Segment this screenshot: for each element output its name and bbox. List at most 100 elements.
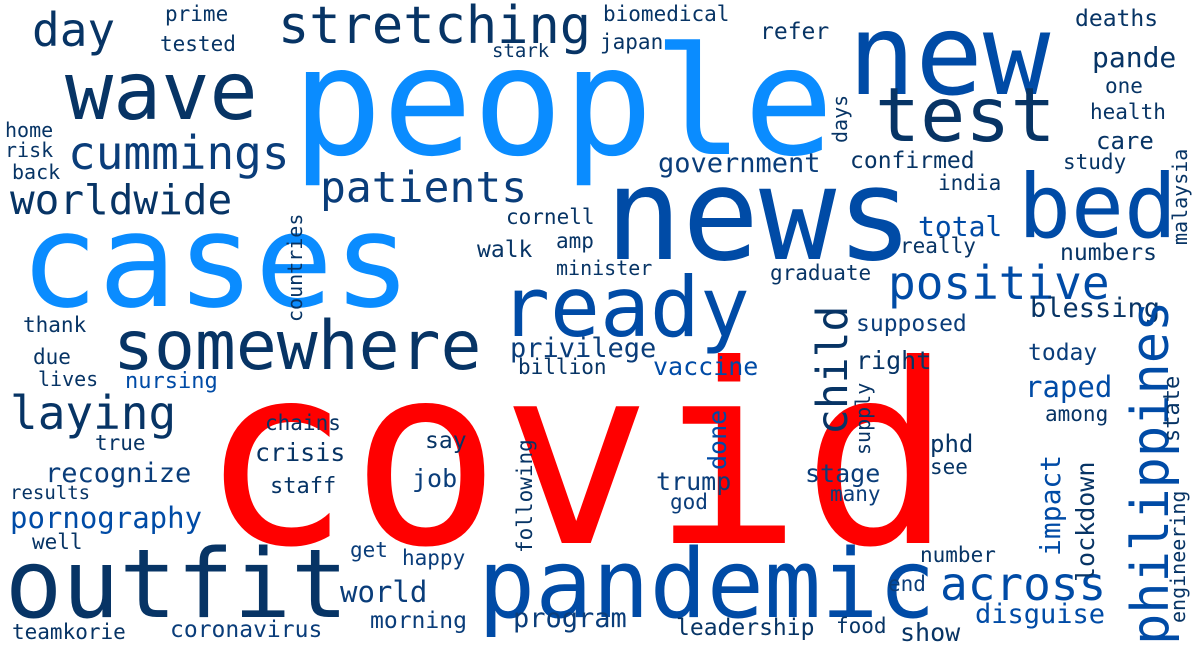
word-teamkorie: teamkorie — [12, 620, 126, 644]
word-results: results — [10, 482, 91, 504]
word-supposed: supposed — [856, 311, 967, 337]
word-people: people — [292, 16, 834, 190]
word-well: well — [32, 530, 83, 554]
word-stark: stark — [492, 40, 550, 62]
word-raped: raped — [1025, 370, 1113, 404]
word-job: job — [412, 464, 458, 493]
word-world: world — [340, 575, 428, 609]
word-confirmed: confirmed — [850, 148, 975, 174]
word-test: test — [875, 71, 1056, 159]
word-trump: trump — [656, 467, 732, 496]
word-disguise: disguise — [975, 599, 1106, 630]
word-billion: billion — [518, 355, 607, 379]
word-positive: positive — [888, 256, 1110, 310]
word-morning: morning — [370, 608, 467, 634]
word-news: news — [605, 141, 914, 290]
word-supply: supply — [851, 382, 875, 455]
word-new: new — [848, 0, 1051, 121]
word-engineering: engineering — [1166, 490, 1190, 623]
word-day: day — [32, 3, 116, 57]
word-happy: happy — [402, 546, 466, 570]
word-laying: laying — [10, 386, 177, 440]
word-cases: cases — [20, 185, 412, 337]
word-among: among — [1045, 402, 1109, 426]
word-days: days — [828, 94, 852, 143]
word-government: government — [658, 148, 821, 179]
word-really: really — [900, 234, 976, 258]
word-lives: lives — [38, 367, 99, 391]
word-pandemic: pandemic — [478, 530, 936, 640]
word-vaccine: vaccine — [653, 352, 759, 381]
word-state: state — [1160, 375, 1185, 442]
word-chains: chains — [265, 411, 341, 435]
word-amp: amp — [556, 229, 594, 253]
word-care: care — [1096, 127, 1154, 155]
word-biomedical: biomedical — [603, 2, 730, 26]
word-ready: ready — [500, 259, 750, 356]
word-across: across — [940, 557, 1107, 611]
word-thank: thank — [23, 313, 87, 337]
word-blessing: blessing — [1030, 293, 1161, 324]
word-malaysia: malaysia — [1168, 148, 1192, 245]
word-right: right — [856, 346, 932, 375]
word-cornell: cornell — [506, 205, 595, 229]
word-say: say — [425, 428, 467, 454]
word-total: total — [918, 210, 1003, 243]
word-pande: pande — [1092, 41, 1177, 74]
word-health: health — [1090, 100, 1166, 124]
word-home: home — [5, 118, 54, 142]
word-outfit: outfit — [5, 530, 349, 640]
word-program: program — [513, 603, 627, 634]
word-show: show — [900, 618, 961, 647]
word-true: true — [95, 431, 146, 455]
word-privilege: privilege — [510, 333, 657, 364]
word-crisis: crisis — [255, 438, 346, 467]
word-worldwide: worldwide — [10, 176, 233, 224]
word-wave: wave — [65, 45, 258, 138]
word-pornography: pornography — [10, 501, 203, 535]
word-india: india — [938, 171, 1002, 195]
word-many: many — [830, 482, 881, 506]
word-numbers: numbers — [1060, 240, 1157, 266]
word-god: god — [670, 490, 708, 514]
word-due: due — [33, 345, 71, 369]
word-stretching: stretching — [278, 0, 592, 56]
word-staff: staff — [270, 474, 337, 499]
word-tested: tested — [160, 32, 236, 56]
word-recognize: recognize — [45, 458, 192, 489]
word-child: child — [808, 305, 858, 435]
word-phd: phd — [930, 430, 974, 458]
word-covid: covid — [200, 311, 953, 602]
word-bed: bed — [1018, 155, 1177, 258]
word-lockdown: lockdown — [1071, 461, 1100, 582]
word-stage: stage — [805, 459, 881, 488]
word-leadership: leadership — [676, 615, 815, 641]
word-following: following — [513, 439, 537, 553]
word-food: food — [836, 614, 887, 638]
word-refer: refer — [760, 19, 830, 45]
word-today: today — [1028, 340, 1098, 366]
word-back: back — [12, 160, 61, 184]
word-countries: countries — [283, 213, 307, 322]
word-nursing: nursing — [125, 369, 218, 394]
word-walk: walk — [477, 237, 533, 263]
word-coronavirus: coronavirus — [170, 617, 323, 643]
word-get: get — [350, 538, 388, 562]
word-end: end — [888, 572, 926, 596]
word-done: done — [703, 409, 732, 470]
word-graduate: graduate — [770, 261, 872, 285]
word-japan: japan — [600, 30, 664, 54]
word-patients: patients — [320, 163, 528, 213]
word-minister: minister — [556, 256, 653, 280]
word-one: one — [1105, 74, 1143, 98]
word-cummings: cummings — [68, 126, 290, 180]
word-risk: risk — [5, 138, 54, 162]
word-deaths: deaths — [1075, 6, 1159, 32]
word-impact: impact — [1034, 454, 1067, 556]
word-study: study — [1063, 150, 1127, 174]
word-somewhere: somewhere — [113, 307, 482, 386]
word-see: see — [930, 455, 968, 479]
word-prime: prime — [165, 2, 229, 26]
word-number: number — [920, 543, 996, 567]
